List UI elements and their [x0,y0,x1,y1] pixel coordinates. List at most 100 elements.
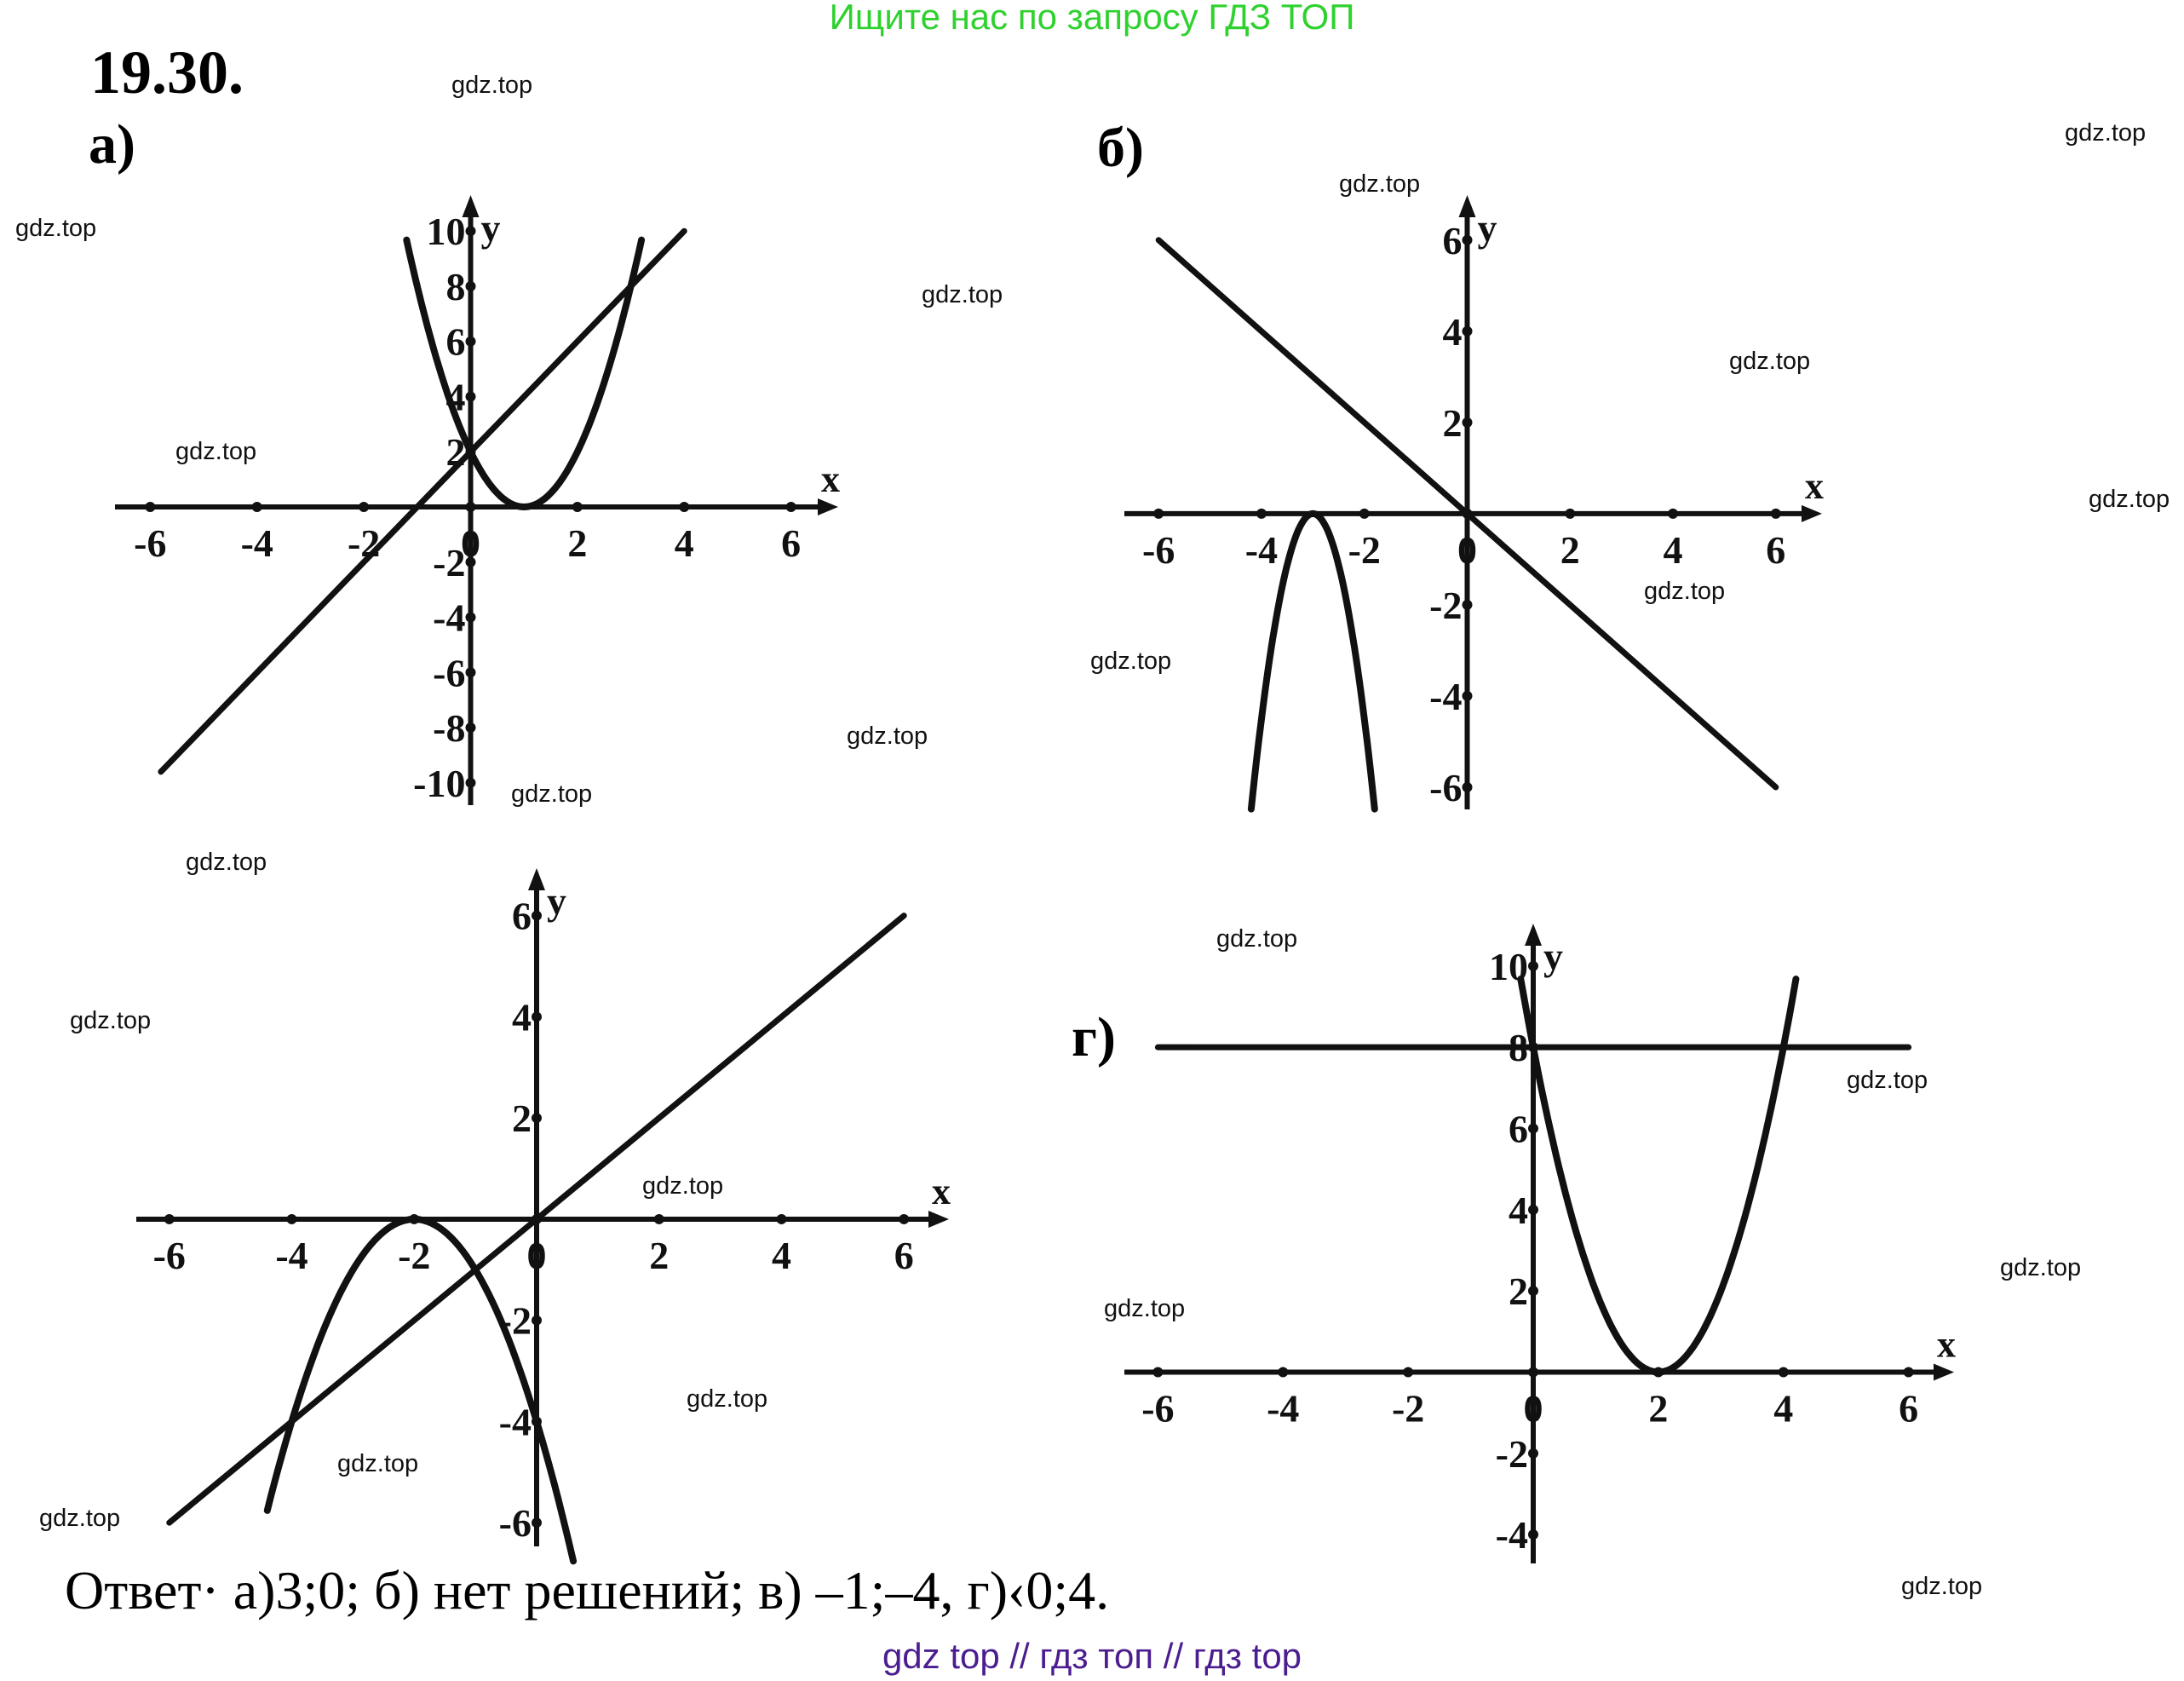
y-axis-label: y [481,206,501,250]
y-tick-mark [465,722,476,734]
y-tick-mark [1528,960,1538,971]
x-axis-arrow [818,498,838,515]
x-tick-mark [1152,1367,1164,1378]
watermark: gdz.top [337,1450,419,1477]
y-tick-label: -2 [433,541,465,584]
watermark: gdz.top [175,438,257,465]
y-tick-label: 2 [512,1097,532,1140]
x-tick-label: 4 [772,1234,791,1277]
y-tick-label: -6 [1429,766,1462,809]
x-axis-arrow [928,1210,949,1228]
y-tick-mark [532,910,542,921]
y-tick-mark [532,1315,542,1326]
x-tick-label: 2 [1648,1387,1668,1431]
x-tick-label: 2 [567,521,587,565]
x-tick-label: 2 [1560,528,1580,572]
x-tick-label: 6 [894,1234,914,1277]
x-tick-mark [1403,1367,1414,1378]
panel-label-b: б) [1097,117,1144,179]
x-tick-label: 4 [675,521,694,565]
x-tick-mark [1668,508,1679,519]
y-tick-mark [1528,1286,1538,1297]
watermark: gdz.top [1847,1067,1928,1094]
y-tick-mark [465,556,476,567]
panel-label-g: г) [1072,1006,1116,1068]
watermark: gdz.top [1729,348,1811,375]
y-axis-label: y [1478,206,1497,250]
x-tick-label: -2 [348,521,380,565]
watermark: gdz.top [2065,119,2147,147]
y-tick-mark [465,336,476,347]
x-tick-mark [286,1213,297,1224]
x-tick-label: -6 [153,1234,186,1277]
x-tick-label: 6 [1766,528,1785,572]
y-tick-label: -10 [413,762,465,805]
watermark: gdz.top [922,281,1003,308]
x-tick-mark [164,1213,175,1224]
y-tick-label: -2 [1429,584,1462,627]
y-tick-label: -6 [499,1501,532,1545]
watermark: gdz.top [15,215,97,242]
y-tick-label: 2 [1509,1269,1528,1313]
y-tick-label: -6 [433,651,465,694]
watermark: gdz.top [511,780,593,808]
x-tick-label: 0 [527,1234,547,1277]
parabola-series [1247,509,1378,813]
x-tick-label: 0 [461,521,480,565]
y-tick-label: 10 [427,210,466,253]
watermark: gdz.top [1104,1295,1186,1322]
watermark: gdz.top [451,72,533,99]
x-tick-mark [1153,508,1164,519]
x-tick-mark [1528,1367,1538,1378]
y-tick-label: 6 [1443,219,1463,262]
watermark: gdz.top [39,1505,121,1532]
footer-banner: gdz top // гдз топ // гдз top [882,1636,1302,1676]
watermark: gdz.top [70,1007,152,1034]
x-axis-arrow [1934,1363,1954,1381]
x-tick-label: -6 [1141,1387,1174,1431]
y-tick-label: 6 [446,320,466,364]
y-tick-label: -4 [499,1400,532,1443]
line-series [158,227,687,775]
watermark: gdz.top [847,722,928,750]
search-banner: Ищите нас по запросу ГДЗ ТОП [829,0,1355,37]
watermark: gdz.top [1339,170,1421,198]
y-tick-label: -2 [1496,1432,1528,1476]
y-tick-label: 4 [1509,1189,1528,1232]
watermark: gdz.top [1644,578,1726,605]
y-tick-label: 2 [1443,401,1463,445]
y-tick-label: -4 [1496,1513,1528,1557]
x-tick-mark [679,502,690,512]
x-tick-label: -2 [398,1234,430,1277]
y-axis-arrow [462,195,480,217]
x-tick-label: 0 [1524,1387,1543,1431]
y-tick-label: 4 [512,995,532,1039]
answer-text: Ответ· а)3;0; б) нет решений; в) –1;–4, … [65,1560,1110,1621]
x-tick-label: -4 [275,1234,307,1277]
x-axis-label: x [932,1171,951,1212]
x-tick-mark [899,1213,910,1224]
x-tick-label: -6 [134,521,166,565]
y-axis-arrow [528,868,545,890]
panel-label-a: а) [89,113,135,176]
y-tick-mark [532,1011,542,1022]
y-tick-mark [465,667,476,678]
x-tick-mark [251,502,262,512]
y-tick-mark [1462,417,1473,428]
y-tick-label: 6 [512,895,532,938]
watermark: gdz.top [642,1172,724,1200]
y-tick-mark [1462,599,1473,610]
x-tick-mark [653,1213,664,1224]
x-tick-mark [1565,508,1576,519]
y-tick-mark [465,280,476,291]
y-tick-mark [1462,234,1473,245]
y-tick-label: 8 [446,265,466,308]
y-tick-mark [1462,781,1473,792]
graph-panel-b: x y -6 -4 -2 0 2 4 6 6 4 2 -2 -4 -6 [1124,195,1824,813]
watermark: gdz.top [687,1385,768,1413]
parabola-series [1517,976,1800,1376]
x-tick-mark [1903,1367,1914,1378]
parabola-series [403,236,646,510]
